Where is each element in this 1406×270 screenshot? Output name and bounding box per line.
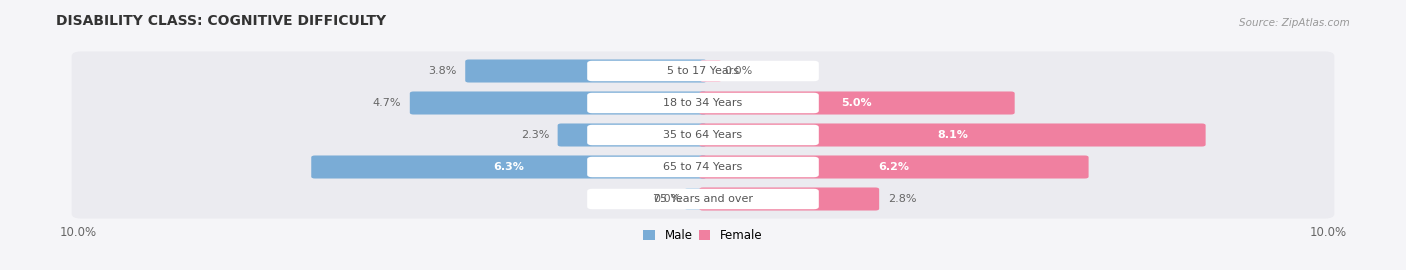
Text: 65 to 74 Years: 65 to 74 Years [664,162,742,172]
Text: 10.0%: 10.0% [1309,226,1347,239]
FancyBboxPatch shape [699,156,1088,178]
Text: 18 to 34 Years: 18 to 34 Years [664,98,742,108]
FancyBboxPatch shape [588,189,818,209]
Text: DISABILITY CLASS: COGNITIVE DIFFICULTY: DISABILITY CLASS: COGNITIVE DIFFICULTY [56,14,387,28]
FancyBboxPatch shape [465,59,707,83]
Text: 5.0%: 5.0% [842,98,872,108]
FancyBboxPatch shape [700,60,721,82]
FancyBboxPatch shape [72,116,1334,154]
Text: 3.8%: 3.8% [429,66,457,76]
FancyBboxPatch shape [409,92,707,114]
FancyBboxPatch shape [588,157,818,177]
FancyBboxPatch shape [588,125,818,145]
FancyBboxPatch shape [699,123,1205,147]
FancyBboxPatch shape [72,83,1334,123]
FancyBboxPatch shape [72,52,1334,90]
Text: 4.7%: 4.7% [373,98,401,108]
Text: 10.0%: 10.0% [59,226,97,239]
Text: 75 Years and over: 75 Years and over [652,194,754,204]
Text: 6.3%: 6.3% [494,162,524,172]
Text: 8.1%: 8.1% [936,130,967,140]
Text: 0.0%: 0.0% [724,66,752,76]
FancyBboxPatch shape [72,147,1334,187]
Text: 5 to 17 Years: 5 to 17 Years [666,66,740,76]
FancyBboxPatch shape [685,188,706,210]
FancyBboxPatch shape [588,93,818,113]
Text: 0.0%: 0.0% [654,194,682,204]
FancyBboxPatch shape [699,187,879,211]
Text: 2.8%: 2.8% [887,194,917,204]
FancyBboxPatch shape [699,92,1015,114]
FancyBboxPatch shape [588,61,818,81]
FancyBboxPatch shape [558,123,707,147]
FancyBboxPatch shape [72,180,1334,218]
Legend: Male, Female: Male, Female [638,224,768,247]
Text: 35 to 64 Years: 35 to 64 Years [664,130,742,140]
FancyBboxPatch shape [311,156,707,178]
Text: 2.3%: 2.3% [520,130,548,140]
Text: Source: ZipAtlas.com: Source: ZipAtlas.com [1239,18,1350,28]
Text: 6.2%: 6.2% [879,162,910,172]
